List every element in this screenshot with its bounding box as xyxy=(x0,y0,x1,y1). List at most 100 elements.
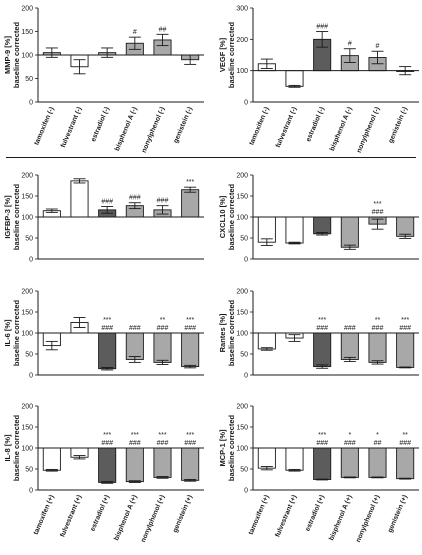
y-tick-label: 100 xyxy=(236,68,248,75)
bar-5 xyxy=(181,332,200,368)
chart-panel-mmp-9: 0 50 100 150 200 MMP-9 [%] baseline corrected t… xyxy=(3,6,204,154)
y-axis-sublabel: baseline corrected xyxy=(227,414,236,481)
bar-4 xyxy=(368,447,387,478)
significance-label: * xyxy=(348,432,351,439)
y-axis-sublabel: baseline corrected xyxy=(227,21,236,88)
significance-label: * xyxy=(376,432,379,439)
y-tick-label: 200 xyxy=(236,173,248,180)
bar-3 xyxy=(340,216,359,248)
significance-label: ### xyxy=(157,440,169,447)
bar-5 xyxy=(396,216,415,237)
significance-label: ## xyxy=(159,26,167,33)
x-tick-label: fulvestrant (+) xyxy=(59,494,83,538)
significance-label: ** xyxy=(402,432,408,439)
significance-label: ### xyxy=(316,24,328,31)
y-axis-sublabel: baseline corrected xyxy=(12,299,21,366)
significance-label: ### xyxy=(157,198,169,205)
significance-label: *** xyxy=(318,432,326,439)
chart-panel-mcp-1: 0 50 100 150 200 MCP-1 [%] baseline corrected t… xyxy=(218,404,419,544)
y-tick-label: 200 xyxy=(236,404,248,411)
bar-3 xyxy=(340,332,359,360)
bar-1 xyxy=(285,447,304,471)
significance-label: *** xyxy=(186,432,194,439)
y-tick-label: 100 xyxy=(236,215,248,222)
bar-2 xyxy=(313,332,332,368)
y-axis-label: VEGF [%] xyxy=(218,37,227,72)
significance-label: ### xyxy=(101,199,113,206)
x-tick-label: tamoxifen (+) xyxy=(33,494,56,536)
x-tick-label: fulvestrant (+) xyxy=(274,494,298,538)
y-tick-label: 50 xyxy=(25,76,33,83)
significance-label: # xyxy=(376,43,380,50)
bar-1 xyxy=(285,70,304,87)
x-tick-label: bisphenol A (-) xyxy=(114,106,139,152)
y-axis-label: MMP-9 [%] xyxy=(3,36,12,74)
x-tick-label: tamoxifen (-) xyxy=(248,106,270,146)
y-axis-sublabel: baseline corrected xyxy=(227,183,236,250)
y-tick-label: 150 xyxy=(236,194,248,201)
x-tick-label: bisphenol A (-) xyxy=(329,106,354,152)
y-tick-label: 200 xyxy=(236,289,248,296)
x-tick-label: nonylphenol (+) xyxy=(355,494,381,543)
x-tick-label: tamoxifen (-) xyxy=(33,106,55,146)
y-tick-label: 200 xyxy=(21,173,33,180)
chart-panel-igfbp-3: 0 50 100 150 200 IGFBP-3 [%] baseline correcte… xyxy=(3,173,204,264)
y-tick-label: 150 xyxy=(21,310,33,317)
significance-label: ### xyxy=(129,325,141,332)
significance-label: ### xyxy=(316,440,328,447)
chart-panel-il-8: 0 50 100 150 200 IL-8 [%] baseline corrected ta… xyxy=(3,404,204,544)
bar-4 xyxy=(153,447,172,478)
section-divider xyxy=(6,157,416,158)
significance-label: *** xyxy=(318,317,326,324)
y-tick-label: 0 xyxy=(29,257,33,264)
x-tick-label: tamoxifen (+) xyxy=(248,494,271,536)
y-axis-label: IGFBP-3 [%] xyxy=(3,195,12,239)
significance-label: ### xyxy=(129,195,141,202)
significance-label: # xyxy=(133,29,137,36)
y-axis-sublabel: baseline corrected xyxy=(12,183,21,250)
bar-5 xyxy=(181,189,200,218)
y-tick-label: 200 xyxy=(21,6,33,13)
significance-label: ### xyxy=(184,325,196,332)
y-tick-label: 200 xyxy=(21,289,33,296)
y-tick-label: 200 xyxy=(21,404,33,411)
x-tick-label: genistein (+) xyxy=(387,494,409,534)
y-tick-label: 50 xyxy=(240,467,248,474)
significance-label: *** xyxy=(103,432,111,439)
y-tick-label: 150 xyxy=(236,425,248,432)
y-axis-label: CXCL10 [%] xyxy=(218,195,227,238)
y-tick-label: 0 xyxy=(29,100,33,107)
y-axis-label: IL-6 [%] xyxy=(3,319,12,347)
y-tick-label: 100 xyxy=(21,331,33,338)
chart-panel-il-6: 0 50 100 150 200 IL-6 [%] baseline corrected ##… xyxy=(3,289,204,380)
x-tick-label: estradiol (+) xyxy=(89,494,111,532)
y-axis-sublabel: baseline corrected xyxy=(227,299,236,366)
x-tick-label: estradiol (-) xyxy=(305,106,326,143)
y-axis-label: IL-8 [%] xyxy=(3,434,12,462)
bar-0 xyxy=(257,332,276,350)
significance-label: ### xyxy=(316,325,328,332)
significance-label: ### xyxy=(399,440,411,447)
y-tick-label: 100 xyxy=(21,215,33,222)
significance-label: *** xyxy=(186,179,194,186)
x-tick-label: bisphenol A (+) xyxy=(113,494,139,542)
y-tick-label: 100 xyxy=(236,331,248,338)
y-tick-label: 0 xyxy=(29,373,33,380)
bar-0 xyxy=(42,447,61,471)
x-tick-label: nonylphenol (-) xyxy=(356,106,382,154)
bar-5 xyxy=(396,332,415,368)
chart-panel-vegf: 0 100 200 300 VEGF [%] baseline corrected tamo… xyxy=(218,6,419,154)
y-tick-label: 0 xyxy=(244,257,248,264)
y-axis-sublabel: baseline corrected xyxy=(12,414,21,481)
x-tick-label: estradiol (-) xyxy=(90,106,111,143)
bar-3 xyxy=(125,447,144,483)
bar-3 xyxy=(125,332,144,360)
y-tick-label: 50 xyxy=(25,352,33,359)
significance-label: ### xyxy=(344,440,356,447)
significance-label: ** xyxy=(375,317,381,324)
x-tick-label: fulvestrant (-) xyxy=(275,106,298,149)
y-axis-sublabel: baseline corrected xyxy=(12,21,21,88)
y-tick-label: 200 xyxy=(236,37,248,44)
significance-label: ### xyxy=(129,440,141,447)
